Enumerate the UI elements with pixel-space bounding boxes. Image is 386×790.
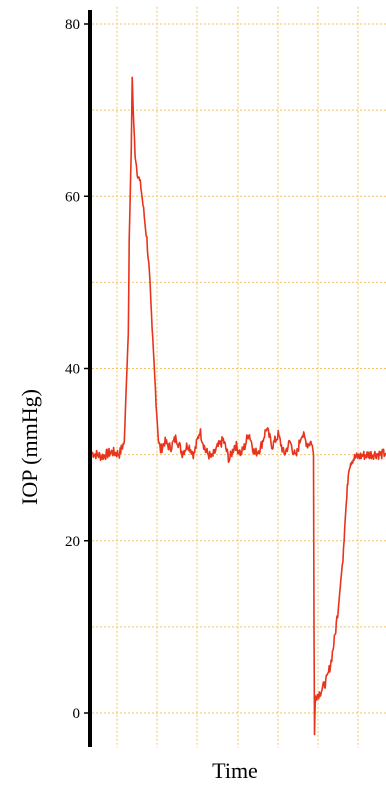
y-tick-label: 80 (65, 17, 80, 33)
grid-lines (92, 6, 386, 748)
y-tick-label: 20 (65, 534, 80, 550)
series-line-iop (91, 76, 386, 736)
y-tick-label: 40 (65, 362, 80, 378)
x-axis-title: Time (212, 758, 258, 783)
series-layer (91, 76, 386, 736)
y-tick-label: 0 (73, 706, 81, 722)
y-tick-label: 60 (65, 189, 80, 205)
y-axis-ticks: 0 20 40 60 80 (65, 17, 90, 722)
y-axis-title: IOP (mmHg) (17, 389, 42, 505)
